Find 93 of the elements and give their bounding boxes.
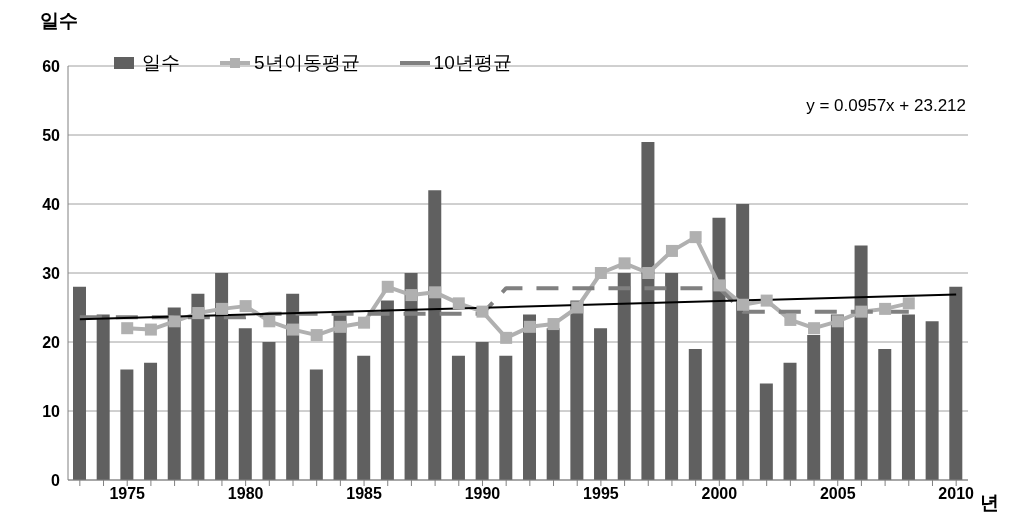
- bar: [546, 328, 560, 480]
- x-tick-label: 1980: [227, 485, 264, 503]
- x-tick-label: 1975: [109, 485, 146, 503]
- point: [831, 315, 844, 328]
- bar: [499, 355, 513, 480]
- bar: [475, 342, 489, 480]
- bar: [333, 314, 347, 480]
- y-tick-label: 0: [51, 471, 61, 489]
- legend-label: 일수: [141, 51, 180, 75]
- legend-label: 5년이동평균: [253, 51, 360, 75]
- point: [547, 318, 560, 331]
- bar: [73, 286, 86, 480]
- y-tick-label: 30: [42, 264, 61, 282]
- bar: [262, 342, 276, 480]
- bar: [641, 141, 655, 480]
- bar: [238, 328, 252, 480]
- bar: [523, 314, 536, 480]
- point: [784, 313, 797, 326]
- point: [523, 320, 536, 333]
- point: [121, 322, 134, 335]
- x-tick-label: 2005: [819, 485, 856, 503]
- bar: [617, 273, 631, 480]
- point: [618, 257, 631, 270]
- bar: [451, 355, 465, 480]
- point: [239, 300, 252, 313]
- x-tick-label: 1995: [583, 485, 619, 503]
- bar: [120, 369, 134, 480]
- bar: [854, 245, 868, 480]
- point: [571, 301, 584, 314]
- bar: [759, 383, 773, 480]
- point: [168, 315, 181, 328]
- bar: [357, 355, 371, 480]
- point: [381, 280, 394, 293]
- point: [144, 323, 157, 336]
- bar: [949, 286, 963, 480]
- bar: [783, 362, 797, 480]
- bar: [712, 217, 726, 480]
- point: [855, 305, 868, 318]
- point: [879, 302, 892, 315]
- y-tick-label: 20: [42, 333, 61, 351]
- y-tick-label: 10: [42, 402, 61, 420]
- point: [358, 316, 371, 329]
- bar: [665, 273, 679, 480]
- x-tick-label: 1990: [464, 485, 501, 503]
- point: [737, 298, 749, 311]
- bar: [286, 293, 300, 480]
- bar: [807, 335, 821, 480]
- point: [642, 267, 655, 279]
- y-axis-title: 일수: [40, 9, 78, 33]
- x-tick-label: 2010: [938, 485, 975, 503]
- point: [215, 302, 228, 315]
- bar: [594, 328, 608, 480]
- bar: [736, 204, 750, 480]
- point: [476, 305, 489, 318]
- point: [713, 279, 726, 292]
- bar: [688, 348, 702, 480]
- point: [263, 315, 276, 328]
- point: [594, 267, 607, 279]
- point: [287, 323, 299, 336]
- point: [192, 307, 205, 320]
- bar: [309, 369, 323, 480]
- point: [429, 286, 442, 299]
- point: [452, 297, 465, 310]
- bar: [428, 190, 442, 480]
- point: [760, 294, 773, 307]
- y-tick-label: 60: [42, 57, 61, 75]
- bar: [901, 314, 915, 480]
- y-tick-label: 50: [42, 126, 61, 144]
- bar: [167, 307, 181, 480]
- x-axis-title: 년: [980, 491, 999, 515]
- x-tick-label: 1985: [346, 485, 382, 503]
- bar: [830, 314, 844, 480]
- point: [665, 244, 678, 257]
- point: [902, 297, 915, 310]
- bar: [191, 293, 205, 480]
- y-tick-label: 40: [42, 195, 61, 213]
- point: [808, 322, 821, 335]
- point: [334, 320, 347, 333]
- point: [310, 329, 323, 342]
- point: [500, 331, 513, 344]
- annotation: y = 0.0957x + 23.212: [806, 96, 966, 116]
- point: [405, 289, 418, 302]
- bar: [404, 273, 418, 480]
- bar: [380, 300, 394, 480]
- bar: [925, 321, 939, 480]
- bar: [570, 300, 584, 480]
- legend-label: 10년평균: [432, 51, 512, 75]
- bar: [96, 314, 110, 480]
- point: [689, 231, 702, 244]
- bar: [215, 273, 229, 480]
- bar: [144, 362, 158, 480]
- bar: [878, 348, 892, 480]
- x-tick-label: 2000: [701, 485, 738, 503]
